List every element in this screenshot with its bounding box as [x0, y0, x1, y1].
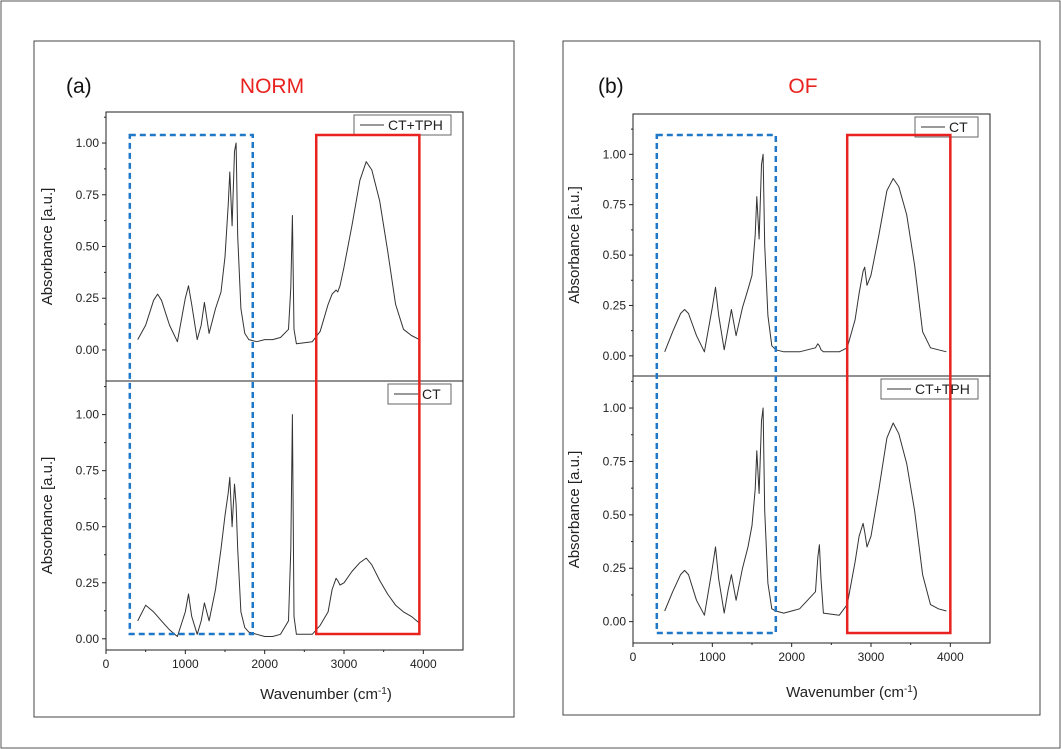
axes-box	[105, 380, 464, 651]
panel-a-frame	[33, 40, 515, 718]
fingerprint-region-box	[655, 133, 778, 635]
y-tick-label: 0.50	[76, 240, 100, 254]
legend-label: CT	[949, 119, 968, 135]
y-tick-label: 0.25	[76, 576, 100, 590]
y-tick-label: 0.50	[603, 508, 627, 522]
axes-box	[632, 375, 991, 644]
fingerprint-region-box	[128, 133, 255, 636]
x-tick-label: 3000	[331, 657, 358, 671]
y-tick-label: 0.75	[76, 464, 100, 478]
legend-box	[914, 116, 979, 138]
panel-a: (a) NORM 0.00 0.25 0.50 0.75 1.00 Absorbance [a…	[39, 75, 464, 704]
subplot-0: 0.00 0.25 0.50 0.75 1.00 Absorbance [a.u.] CT+…	[39, 111, 464, 382]
legend-label: CT+TPH	[915, 381, 970, 397]
y-tick-label: 1.00	[603, 401, 627, 415]
hydroxyl-region-box	[314, 133, 421, 636]
series-line-ct-tph	[664, 407, 947, 616]
panel-letter: (a)	[66, 75, 92, 98]
x-tick-label: 2000	[778, 650, 805, 664]
y-tick-label: 0.00	[603, 349, 627, 363]
x-tick-label: 3000	[858, 650, 885, 664]
y-axis-label: Absorbance [a.u.]	[566, 451, 583, 569]
y-tick-label: 0.75	[76, 188, 100, 202]
y-tick-label: 0.00	[76, 343, 100, 357]
legend: CT+TPH	[353, 114, 452, 136]
x-tick-label: 1000	[172, 657, 199, 671]
y-axis-label: Absorbance [a.u.]	[39, 457, 56, 575]
panel-title: OF	[788, 75, 817, 98]
legend: CT+TPH	[880, 378, 979, 400]
y-tick-label: 0.25	[603, 298, 627, 312]
series-line-ct	[664, 153, 947, 353]
x-tick-label: 2000	[251, 657, 278, 671]
y-tick-label: 0.25	[76, 291, 100, 305]
x-axis-label: Wavenumber (cm-1)	[260, 686, 392, 704]
y-tick-label: 1.00	[76, 408, 100, 422]
legend-label: CT+TPH	[388, 117, 443, 133]
y-tick-label: 0.50	[603, 248, 627, 262]
series-line-ct-tph	[137, 142, 420, 345]
panel-b-frame	[562, 40, 1041, 716]
x-tick-label: 0	[630, 650, 637, 664]
legend-box	[880, 378, 979, 400]
y-tick-label: 0.25	[603, 561, 627, 575]
y-tick-label: 1.00	[76, 136, 100, 150]
hydroxyl-region-box	[845, 133, 952, 635]
legend: CT	[914, 116, 979, 138]
legend-label: CT	[422, 386, 441, 402]
y-tick-label: 1.00	[603, 147, 627, 161]
y-tick-label: 0.75	[603, 198, 627, 212]
x-axis-label: Wavenumber (cm-1)	[786, 684, 918, 702]
y-tick-label: 0.50	[76, 520, 100, 534]
x-tick-label: 4000	[937, 650, 964, 664]
series-line-ct	[137, 414, 420, 637]
y-tick-label: 0.75	[603, 454, 627, 468]
y-axis-label: Absorbance [a.u.]	[39, 188, 56, 306]
subplot-1: 0.00 0.25 0.50 0.75 1.00 Absorbance [a.u.] CT+…	[566, 375, 991, 644]
x-tick-label: 1000	[699, 650, 726, 664]
panel-title: NORM	[240, 75, 304, 98]
y-axis-label: Absorbance [a.u.]	[566, 186, 583, 304]
x-tick-label: 0	[103, 657, 110, 671]
y-tick-label: 0.00	[603, 615, 627, 629]
x-tick-label: 4000	[410, 657, 437, 671]
y-tick-label: 0.00	[76, 632, 100, 646]
panel-letter: (b)	[598, 75, 624, 98]
panel-b: (b) OF 0.00 0.25 0.50 0.75 1.00 Absorbance [a.u…	[566, 75, 991, 702]
